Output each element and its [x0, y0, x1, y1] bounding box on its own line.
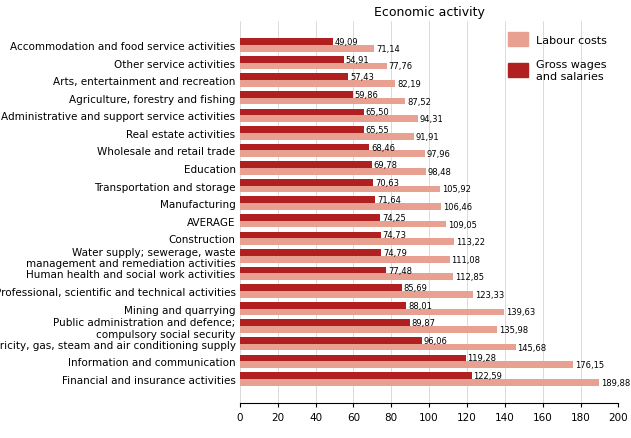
Bar: [240, 239, 454, 245]
Text: 65,55: 65,55: [365, 126, 389, 135]
Text: 113,22: 113,22: [456, 237, 485, 247]
Bar: [240, 355, 466, 361]
Bar: [240, 110, 363, 116]
Text: 88,01: 88,01: [408, 301, 432, 310]
Text: 122,59: 122,59: [473, 371, 502, 380]
Text: 77,76: 77,76: [389, 62, 413, 71]
Bar: [240, 197, 375, 204]
Text: 111,08: 111,08: [452, 255, 481, 264]
Bar: [240, 326, 497, 333]
Bar: [240, 250, 381, 256]
Bar: [240, 46, 374, 53]
Title: Economic activity: Economic activity: [374, 7, 485, 19]
Text: 74,25: 74,25: [382, 213, 406, 223]
Text: 119,28: 119,28: [467, 353, 496, 363]
Bar: [240, 169, 426, 175]
Text: 94,31: 94,31: [420, 115, 444, 124]
Bar: [240, 267, 386, 274]
Text: 96,06: 96,06: [423, 336, 447, 345]
Bar: [240, 361, 573, 368]
Text: 145,68: 145,68: [517, 343, 546, 352]
Bar: [240, 320, 410, 326]
Text: 77,48: 77,48: [388, 266, 412, 275]
Bar: [240, 232, 381, 239]
Bar: [240, 145, 369, 151]
Text: 176,15: 176,15: [575, 360, 604, 369]
Text: 97,96: 97,96: [427, 150, 451, 159]
Text: 91,91: 91,91: [415, 132, 439, 141]
Bar: [240, 99, 406, 105]
Bar: [240, 309, 504, 315]
Text: 65,50: 65,50: [365, 108, 389, 117]
Text: 59,86: 59,86: [355, 91, 379, 99]
Text: 57,43: 57,43: [350, 73, 374, 82]
Bar: [240, 134, 414, 140]
Legend: Labour costs, Gross wages
and salaries: Labour costs, Gross wages and salaries: [502, 28, 613, 87]
Text: 89,87: 89,87: [411, 318, 435, 328]
Text: 139,63: 139,63: [505, 307, 535, 317]
Text: 54,91: 54,91: [345, 56, 369, 64]
Bar: [240, 116, 418, 123]
Text: 105,92: 105,92: [442, 185, 471, 194]
Bar: [240, 204, 441, 210]
Bar: [240, 92, 353, 99]
Text: 49,09: 49,09: [334, 38, 358, 47]
Text: 87,52: 87,52: [407, 97, 431, 106]
Text: 189,88: 189,88: [601, 378, 630, 387]
Bar: [240, 256, 450, 263]
Bar: [240, 337, 422, 344]
Text: 71,14: 71,14: [376, 45, 399, 54]
Text: 85,69: 85,69: [403, 283, 427, 293]
Bar: [240, 379, 599, 385]
Text: 68,46: 68,46: [371, 143, 395, 152]
Bar: [240, 186, 440, 193]
Text: 69,78: 69,78: [374, 161, 398, 170]
Bar: [240, 39, 333, 46]
Text: 106,46: 106,46: [443, 202, 472, 212]
Text: 112,85: 112,85: [455, 272, 484, 282]
Text: 82,19: 82,19: [397, 80, 421, 89]
Text: 123,33: 123,33: [475, 290, 504, 299]
Bar: [240, 64, 387, 70]
Text: 135,98: 135,98: [498, 325, 528, 334]
Bar: [240, 151, 425, 158]
Bar: [240, 302, 406, 309]
Bar: [240, 57, 344, 64]
Text: 109,05: 109,05: [448, 220, 476, 229]
Bar: [240, 285, 402, 291]
Bar: [240, 74, 348, 81]
Text: 98,48: 98,48: [428, 167, 452, 177]
Text: 70,63: 70,63: [375, 178, 399, 187]
Bar: [240, 344, 516, 350]
Bar: [240, 180, 374, 186]
Text: 74,73: 74,73: [383, 231, 407, 240]
Text: 71,64: 71,64: [377, 196, 401, 205]
Text: 74,79: 74,79: [383, 248, 407, 258]
Bar: [240, 372, 472, 379]
Bar: [240, 162, 372, 169]
Bar: [240, 221, 446, 228]
Bar: [240, 215, 380, 221]
Bar: [240, 81, 396, 88]
Bar: [240, 127, 364, 134]
Bar: [240, 274, 454, 280]
Bar: [240, 291, 473, 298]
